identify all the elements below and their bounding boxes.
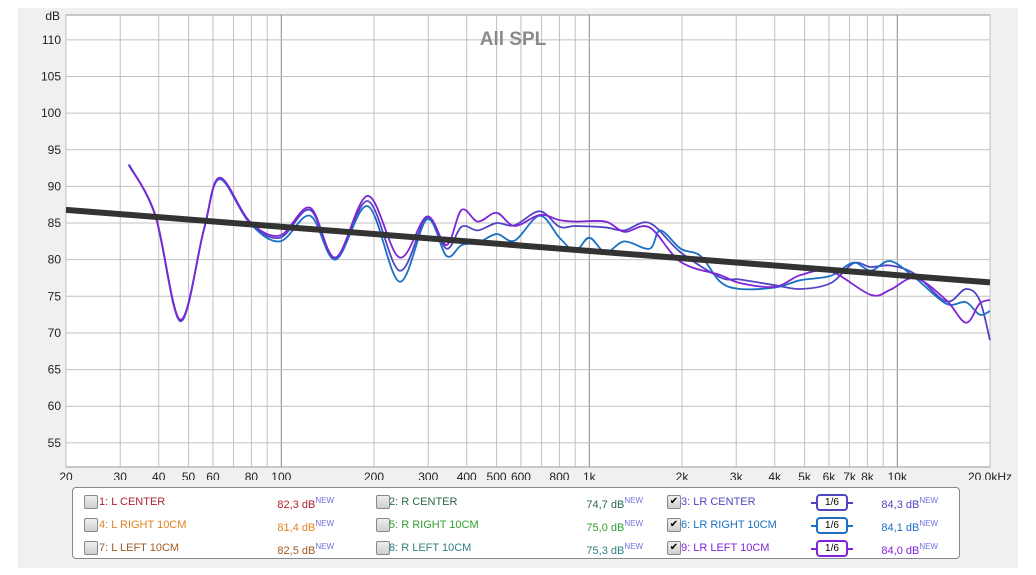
- x-tick-label: 6k: [823, 470, 837, 480]
- measurement-level: 84,0 dBNEW: [858, 542, 938, 557]
- smoothing-value: 1/6: [825, 543, 839, 554]
- x-tick-label: 40: [152, 470, 166, 480]
- smoothing-value: 1/6: [825, 520, 839, 531]
- smoothing-value: 1/6: [825, 497, 839, 508]
- x-tick-label: 20: [59, 470, 73, 480]
- measurement-label[interactable]: 4: L RIGHT 10CM: [99, 519, 187, 531]
- new-badge: NEW: [624, 496, 643, 505]
- x-tick-label: 800: [549, 470, 569, 480]
- spl-chart[interactable]: 110 105 100 95 90 85 80 75 70 65 60 55 20 30 40 50 60 80 1…: [0, 0, 1036, 480]
- smoothing-button[interactable]: 1/6: [811, 540, 853, 557]
- measurement-checkbox[interactable]: [376, 541, 390, 555]
- smoothing-button[interactable]: 1/6: [811, 494, 853, 511]
- x-tick-label: 80: [245, 470, 259, 480]
- y-tick-label: 80: [48, 253, 62, 267]
- level-value: 84,0 dB: [881, 545, 920, 557]
- y-tick-label: 65: [48, 363, 62, 377]
- measurement-level: 75,0 dBNEW: [563, 519, 643, 534]
- smoothing-button[interactable]: 1/6: [811, 517, 853, 534]
- level-value: 82,3 dB: [277, 499, 316, 511]
- x-tick-label: 30: [114, 470, 128, 480]
- measurement-level: 74,7 dBNEW: [563, 496, 643, 511]
- measurement-level: 81,4 dBNEW: [254, 519, 334, 534]
- y-tick-label: 90: [48, 179, 62, 193]
- x-tick-label: 20,0kHz: [968, 470, 1012, 480]
- y-tick-label: 75: [48, 289, 62, 303]
- target-line: [65, 206, 991, 286]
- new-badge: NEW: [919, 542, 938, 551]
- series-line-9-lr-left-10cm: [128, 164, 991, 324]
- new-badge: NEW: [919, 519, 938, 528]
- x-tick-label: 300: [418, 470, 438, 480]
- measurement-label[interactable]: 1: L CENTER: [99, 496, 166, 508]
- x-tick-label: 8k: [861, 470, 875, 480]
- new-badge: NEW: [624, 519, 643, 528]
- legend-row: 7: L LEFT 10CM 82,5 dBNEW 8: R LEFT 10CM 75…: [73, 539, 959, 557]
- x-tick-label: 500: [487, 470, 507, 480]
- x-tick-label: 10k: [888, 470, 908, 480]
- measurement-level: 84,1 dBNEW: [858, 519, 938, 534]
- new-badge: NEW: [624, 542, 643, 551]
- measurement-label[interactable]: 5: R RIGHT 10CM: [389, 519, 479, 531]
- level-value: 75,0 dB: [586, 522, 625, 534]
- legend-row: 1: L CENTER 82,3 dBNEW 2: R CENTER 74,7 dBN…: [73, 493, 959, 511]
- x-tick-label: 400: [457, 470, 477, 480]
- x-tick-label: 5k: [798, 470, 812, 480]
- new-badge: NEW: [919, 496, 938, 505]
- measurement-checkbox[interactable]: ✔: [667, 541, 681, 555]
- chart-title: All SPL: [480, 29, 547, 50]
- y-tick-label: 60: [48, 399, 62, 413]
- new-badge: NEW: [315, 496, 334, 505]
- y-tick-label: 85: [48, 216, 62, 230]
- x-tick-label: 1k: [583, 470, 597, 480]
- measurement-checkbox[interactable]: [376, 495, 390, 509]
- measurement-level: 84,3 dBNEW: [858, 496, 938, 511]
- measurement-checkbox[interactable]: ✔: [667, 518, 681, 532]
- measurement-label[interactable]: 7: L LEFT 10CM: [99, 542, 180, 554]
- x-tick-label: 3k: [730, 470, 744, 480]
- y-tick-label: 95: [48, 143, 62, 157]
- measurement-checkbox[interactable]: [84, 518, 98, 532]
- x-tick-label: 4k: [768, 470, 782, 480]
- measurement-level: 75,3 dBNEW: [563, 542, 643, 557]
- level-value: 75,3 dB: [586, 545, 625, 557]
- measurement-checkbox[interactable]: ✔: [667, 495, 681, 509]
- y-tick-label: 110: [42, 33, 61, 47]
- plot-area: [65, 14, 991, 468]
- x-tick-label: 7k: [843, 470, 857, 480]
- measurement-label[interactable]: 2: R CENTER: [389, 496, 458, 508]
- legend-panel: 1: L CENTER 82,3 dBNEW 2: R CENTER 74,7 dBN…: [72, 487, 960, 559]
- new-badge: NEW: [315, 519, 334, 528]
- measurement-label[interactable]: 9: LR LEFT 10CM: [681, 542, 770, 554]
- measurement-level: 82,3 dBNEW: [254, 496, 334, 511]
- y-tick-label: 105: [41, 70, 61, 84]
- measurement-label[interactable]: 6: LR RIGHT 10CM: [681, 519, 777, 531]
- measurement-label[interactable]: 8: R LEFT 10CM: [389, 542, 472, 554]
- y-tick-label: 100: [41, 106, 61, 120]
- level-value: 84,3 dB: [881, 499, 920, 511]
- level-value: 84,1 dB: [881, 522, 920, 534]
- level-value: 81,4 dB: [277, 522, 316, 534]
- x-tick-label: 200: [364, 470, 384, 480]
- level-value: 74,7 dB: [586, 499, 625, 511]
- y-tick-label: 70: [48, 326, 62, 340]
- y-axis-label: dB: [45, 9, 60, 23]
- legend-row: 4: L RIGHT 10CM 81,4 dBNEW 5: R RIGHT 10CM…: [73, 516, 959, 534]
- measurement-checkbox[interactable]: [84, 495, 98, 509]
- x-tick-label: 60: [206, 470, 220, 480]
- x-tick-label: 50: [182, 470, 196, 480]
- x-tick-label: 100: [271, 470, 291, 480]
- level-value: 82,5 dB: [277, 545, 316, 557]
- measurement-checkbox[interactable]: [376, 518, 390, 532]
- measurement-label[interactable]: 3: LR CENTER: [681, 496, 756, 508]
- x-tick-label: 600: [511, 470, 531, 480]
- new-badge: NEW: [315, 542, 334, 551]
- measurement-level: 82,5 dBNEW: [254, 542, 334, 557]
- y-tick-label: 55: [48, 436, 62, 450]
- measurement-checkbox[interactable]: [84, 541, 98, 555]
- x-tick-label: 2k: [676, 470, 690, 480]
